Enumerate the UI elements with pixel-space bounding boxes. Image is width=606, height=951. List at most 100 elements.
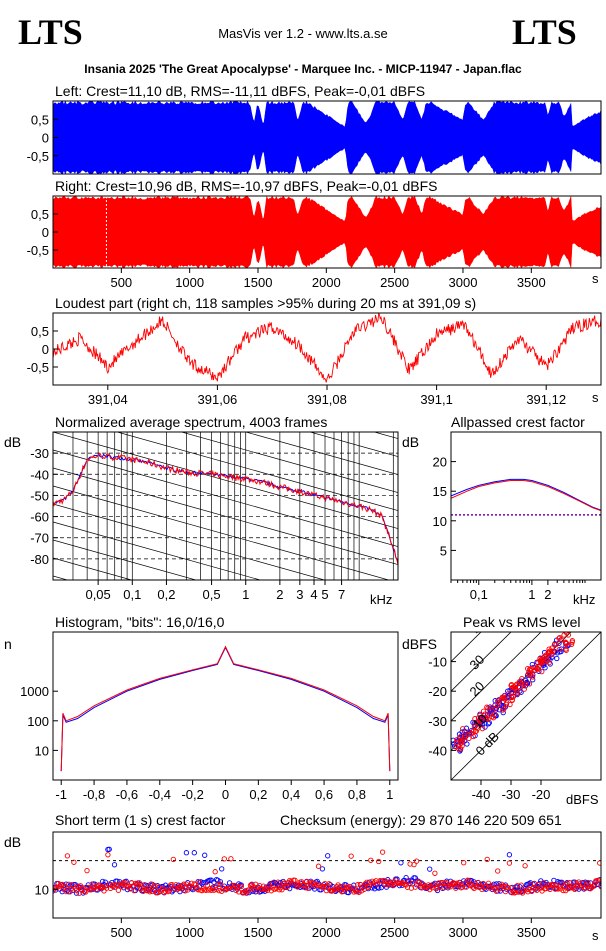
loudest-ytick-label: 0 <box>42 342 49 357</box>
shortcrest-point <box>566 880 573 886</box>
shortcrest-point <box>411 861 417 868</box>
left-ytick-label: 0 <box>42 131 49 146</box>
loudest-xunit: s <box>592 390 599 405</box>
peakrms-point <box>556 646 562 653</box>
shortcrest-point <box>304 879 310 885</box>
peakrms-point <box>568 641 575 647</box>
loudest-xtick-label: 391,1 <box>420 392 453 407</box>
peakrms-point <box>500 707 506 713</box>
histogram-title: Histogram, "bits": 16,0/16,0 <box>55 614 225 630</box>
peakrms-point <box>547 661 553 667</box>
shortcrest-point <box>478 883 484 890</box>
shortcrest-xtick-label: 1000 <box>175 925 204 940</box>
peakrms-ytick-label: -20 <box>428 684 447 699</box>
peakrms-xunit: dBFS <box>566 792 599 807</box>
histogram-series-red <box>60 645 391 772</box>
logo-right: LTS <box>512 12 577 52</box>
shortcrest-point <box>570 885 577 891</box>
peakrms-point <box>543 652 549 658</box>
shortcrest-point <box>471 885 477 892</box>
peakrms-xtick-label: -20 <box>532 787 551 802</box>
peakrms-point <box>482 711 488 717</box>
shortcrest-point <box>148 882 154 889</box>
spectrum-xtick-label: 3 <box>296 587 303 602</box>
file-title: Insania 2025 'The Great Apocalypse' - Ma… <box>84 62 522 76</box>
spectrum-xtick-label: 0,1 <box>123 587 141 602</box>
shortcrest-point <box>216 887 222 894</box>
allpass-series-blue <box>451 478 601 511</box>
shortcrest-point <box>302 885 309 891</box>
shortcrest-point <box>209 884 216 891</box>
histogram-xtick-label: -0,6 <box>116 787 138 802</box>
shortcrest-point <box>89 881 95 887</box>
shortcrest-point <box>510 888 517 895</box>
shortcrest-point <box>83 889 89 895</box>
shortcrest-point <box>147 889 153 895</box>
spectrum-slope-line <box>244 432 398 475</box>
shortcrest-point <box>205 887 212 893</box>
spectrum-slope-line <box>53 630 398 727</box>
peakrms-point <box>491 711 498 717</box>
shortcrest-point <box>126 883 132 889</box>
shortcrest-point <box>287 885 293 892</box>
shortcrest-point <box>323 884 329 890</box>
histogram-ytick-label: 10 <box>35 743 49 758</box>
spectrum-xtick-label: 7 <box>338 587 345 602</box>
shortcrest-point <box>484 856 490 863</box>
peakrms-point <box>535 666 541 672</box>
loudest-xtick-label: 391,06 <box>198 392 238 407</box>
shortcrest-point <box>385 882 391 888</box>
shortcrest-point <box>518 882 524 888</box>
shortcrest-point <box>64 853 71 859</box>
peakrms-point <box>509 684 515 691</box>
shortcrest-point <box>535 882 541 888</box>
histogram-xtick-label: 0,8 <box>348 787 366 802</box>
shortcrest-point <box>325 853 331 859</box>
shortcrest-point <box>76 890 82 896</box>
shortcrest-point <box>374 881 381 887</box>
shortcrest-point <box>221 856 227 862</box>
shortcrest-point <box>181 881 187 887</box>
shortcrest-point <box>182 888 188 894</box>
peakrms-point <box>484 704 490 710</box>
shortcrest-frame <box>52 831 602 919</box>
shortcrest-xunit: s <box>592 928 599 943</box>
shortcrest-point <box>413 858 420 864</box>
shortcrest-point <box>560 887 566 894</box>
allpass-series-red <box>451 480 601 512</box>
shortcrest-point <box>446 882 452 888</box>
shortcrest-point <box>233 887 239 894</box>
shortcrest-point <box>364 879 370 885</box>
shortcrest-point <box>260 883 267 889</box>
right-plot <box>53 196 601 268</box>
histogram-xtick-label: 0 <box>222 787 229 802</box>
peakrms-point <box>532 667 538 673</box>
shortcrest-point <box>459 884 466 890</box>
shortcrest-point <box>445 883 451 890</box>
shortcrest-point <box>187 883 193 889</box>
shortcrest-point <box>279 887 285 893</box>
shortcrest-point <box>389 882 395 888</box>
spectrum-slope-line <box>53 539 198 580</box>
peakrms-point <box>464 741 470 747</box>
shortcrest-point <box>106 846 112 852</box>
loudest-xtick-label: 391,12 <box>526 392 566 407</box>
shortcrest-point <box>259 886 265 892</box>
peakrms-point <box>509 697 515 704</box>
shortcrest-point <box>204 882 210 888</box>
peakrms-point <box>501 706 507 712</box>
right-ytick-label: 0,5 <box>31 207 49 222</box>
left-ytick-label: -0,5 <box>27 149 49 164</box>
histogram-plot <box>60 645 391 772</box>
shortcrest-point <box>145 886 152 892</box>
peakrms-point <box>457 738 464 745</box>
spectrum-ytick-label: -60 <box>30 510 49 525</box>
shortcrest-point <box>101 881 107 888</box>
shortcrest-plot <box>53 846 601 896</box>
shortcrest-point <box>449 881 455 887</box>
peakrms-point <box>480 708 487 714</box>
shortcrest-point <box>472 881 479 887</box>
shortcrest-point <box>410 880 416 887</box>
shortcrest-point <box>296 882 302 888</box>
shortcrest-point <box>212 869 218 875</box>
